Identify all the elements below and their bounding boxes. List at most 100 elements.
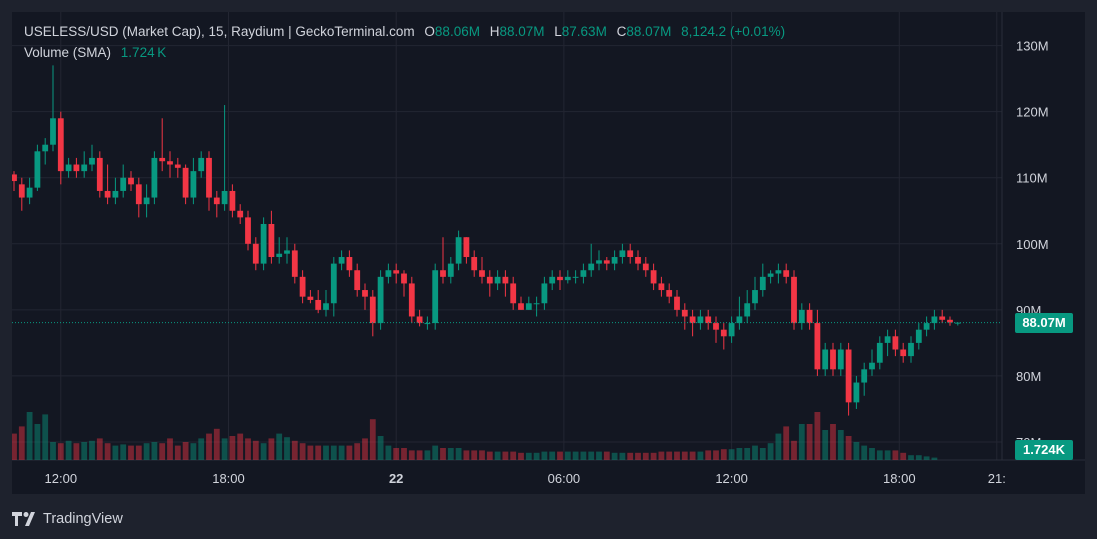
candle-body — [767, 273, 774, 277]
volume-bar — [81, 442, 88, 460]
volume-bar — [455, 448, 462, 460]
candle-body — [900, 349, 907, 357]
volume-label[interactable]: Volume (SMA) — [24, 45, 112, 60]
candle-body — [206, 157, 212, 198]
candle-body — [338, 257, 345, 264]
volume-bar — [276, 433, 283, 460]
candle-body — [237, 210, 244, 218]
volume-bar — [674, 451, 680, 460]
volume-bar — [151, 442, 158, 460]
candle-body — [806, 309, 813, 324]
volume-bar — [619, 452, 626, 460]
candle-body — [50, 118, 56, 145]
candle-body — [12, 174, 17, 182]
volume-bar — [830, 424, 836, 460]
candle-body — [588, 263, 595, 271]
volume-bar — [783, 426, 790, 460]
volume-bar — [588, 451, 595, 460]
candle-body — [603, 260, 610, 264]
candle-body — [393, 270, 400, 274]
candle-body — [564, 276, 571, 281]
candle-body — [369, 296, 376, 324]
volume-bar — [229, 436, 236, 460]
candle-body — [759, 276, 766, 291]
candle-body — [135, 184, 142, 205]
y-tick-label: 130M — [1016, 39, 1049, 54]
candle-body — [81, 164, 88, 172]
volume-bar — [580, 451, 587, 460]
last-price-tag: 88.07M — [1015, 312, 1073, 333]
volume-bar — [728, 449, 735, 460]
candle-body — [525, 303, 532, 310]
volume-bar — [814, 412, 821, 460]
candle-body — [627, 250, 634, 258]
volume-bar — [73, 443, 80, 460]
symbol-title[interactable]: USELESS/USD (Market Cap), 15, Raydium | … — [24, 24, 415, 39]
tradingview-brand: TradingView — [43, 511, 123, 527]
candle-body — [471, 257, 478, 271]
candle-body — [330, 263, 337, 304]
volume-bar — [354, 443, 361, 460]
candle-body — [830, 349, 836, 370]
volume-bar — [596, 451, 602, 460]
volume-bar — [837, 430, 844, 460]
volume-bar — [221, 438, 228, 460]
change-value: 8,124.2 (+0.01%) — [681, 24, 786, 39]
volume-bar — [892, 450, 899, 460]
volume-bar — [346, 445, 353, 460]
candle-body — [908, 342, 914, 357]
candle-body — [689, 316, 696, 324]
volume-bar — [759, 448, 766, 460]
chart-panel[interactable]: 130M120M110M100M90M80M70M 12:0018:002206… — [12, 12, 1085, 494]
volume-bar — [299, 443, 306, 460]
volume-bar — [884, 450, 891, 460]
volume-bar — [923, 456, 930, 460]
volume-bar — [213, 428, 220, 460]
volume-bar — [611, 452, 618, 460]
time-axis[interactable]: 12:00 18:00 22 06:00 12:00 18:00 21: — [45, 471, 1006, 486]
volume-bar — [252, 440, 259, 460]
candle-body — [34, 151, 41, 188]
candle-body — [307, 296, 314, 300]
volume-bar — [806, 424, 813, 460]
candle-body — [752, 290, 758, 304]
candle-body — [494, 276, 501, 284]
volume-bar — [541, 451, 548, 460]
volume-bar — [159, 443, 166, 460]
candle-body — [510, 283, 517, 304]
x-tick-label: 21: — [988, 471, 1006, 486]
volume-bar — [26, 412, 33, 460]
candle-body — [73, 164, 80, 172]
volume-bar — [167, 438, 173, 460]
x-tick-label: 12:00 — [715, 471, 748, 486]
candle-body — [440, 270, 446, 277]
volume-bar — [471, 450, 478, 460]
candle-body — [619, 250, 626, 258]
candles — [12, 65, 961, 416]
volume-bar — [713, 450, 719, 460]
volume-bar — [260, 443, 267, 460]
low-label: L — [554, 24, 562, 39]
high-label: H — [489, 24, 500, 39]
candle-body — [736, 316, 743, 324]
candle-body — [892, 336, 899, 350]
volume-bar — [424, 450, 431, 460]
volume-bar — [440, 448, 446, 460]
tradingview-footer[interactable]: TradingView — [12, 509, 123, 529]
grid-lines — [12, 12, 1085, 461]
volume-bar — [291, 440, 298, 460]
candle-body — [658, 283, 665, 291]
volume-bar — [401, 448, 407, 460]
candle-body — [377, 276, 384, 324]
volume-bar — [518, 452, 524, 460]
volume-bar — [377, 436, 384, 460]
candle-body — [533, 303, 540, 305]
price-axis[interactable]: 130M120M110M100M90M80M70M — [1016, 39, 1049, 450]
volume-bar — [65, 440, 72, 460]
candle-body — [572, 276, 579, 278]
volume-bar — [510, 451, 517, 460]
volume-bar — [268, 438, 275, 460]
close-label: C — [616, 24, 627, 39]
candlestick-chart[interactable]: 130M120M110M100M90M80M70M 12:0018:002206… — [12, 12, 1085, 494]
volume-bar — [666, 451, 673, 460]
